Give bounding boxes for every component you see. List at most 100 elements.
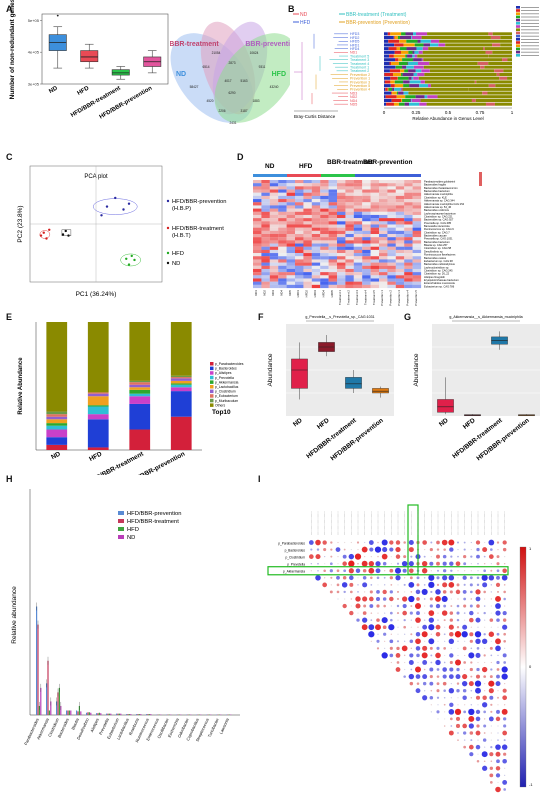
corr-circle <box>416 583 420 587</box>
heat-cell <box>328 272 338 276</box>
bar-segment <box>398 91 404 95</box>
heat-cell <box>379 211 388 216</box>
corr-circle <box>489 766 494 770</box>
group-band <box>253 174 287 177</box>
corr-circle <box>429 561 434 566</box>
group-label: ND <box>265 163 275 170</box>
corr-circle <box>410 668 413 671</box>
bar-segment <box>474 80 477 84</box>
heat-cell <box>261 278 270 282</box>
venn-count: 21054 <box>212 51 221 55</box>
corr-circle <box>475 687 481 694</box>
heat-cell <box>387 208 396 212</box>
heat-cell <box>269 192 279 196</box>
heat-cell <box>303 211 312 216</box>
heat-cell <box>379 249 388 254</box>
legend-label: HFD/BBR-prevention (H.B.P) <box>172 199 226 212</box>
bar-segment <box>408 61 418 65</box>
heat-cell <box>404 275 413 279</box>
heat-cell <box>353 253 363 257</box>
corr-circle <box>456 611 460 615</box>
corr-circle <box>503 724 507 728</box>
corr-circle <box>468 681 474 687</box>
row-label: Bacteroides uniformis <box>424 208 450 212</box>
heat-cell <box>303 234 312 238</box>
legend-label: p_Akkermansia <box>215 380 238 384</box>
heat-cell <box>379 256 388 260</box>
bar <box>96 713 98 715</box>
corr-circle <box>408 561 414 567</box>
heat-cell <box>412 256 422 260</box>
heat-cell <box>311 259 321 263</box>
heat-cell <box>269 281 279 285</box>
heat-cell <box>404 202 413 206</box>
corr-circle <box>461 680 468 687</box>
legend-swatch <box>210 398 214 403</box>
heat-cell <box>379 275 388 279</box>
corr-circle <box>464 704 466 706</box>
heat-cell <box>253 227 262 231</box>
heat-cell <box>337 199 346 203</box>
corr-circle <box>496 674 500 679</box>
heat-cell <box>311 284 321 289</box>
heat-cell <box>311 218 321 222</box>
heat-cell <box>362 183 371 187</box>
corr-circle <box>454 631 462 638</box>
corr-circle <box>495 751 501 757</box>
venn-count: 4520 <box>206 99 213 103</box>
bar-segment-others <box>507 58 512 62</box>
heat-cell <box>286 208 296 212</box>
bar <box>37 624 39 715</box>
x-tick-label: 0.25 <box>412 110 421 115</box>
corr-circle <box>362 617 368 623</box>
legend-swatch <box>210 362 214 366</box>
heat-cell <box>278 256 287 260</box>
bar-segment-others <box>503 69 512 73</box>
bar-segment <box>413 73 418 77</box>
corr-circle <box>354 553 362 560</box>
row-label: Clostridium sp. CAG:245 <box>424 268 453 272</box>
heat-cell <box>295 230 304 235</box>
corr-circle <box>470 570 472 572</box>
heat-cell <box>370 240 380 244</box>
corr-circle <box>382 597 387 601</box>
heat-cell <box>379 183 388 187</box>
corr-circle <box>424 690 426 692</box>
heat-cell <box>395 256 405 260</box>
corr-circle <box>363 604 367 608</box>
heat-cell <box>278 249 287 254</box>
heat-cell <box>395 214 405 219</box>
heat-cell <box>278 180 287 184</box>
corr-circle <box>361 624 368 631</box>
heat-cell <box>337 243 346 247</box>
heat-cell <box>320 214 329 219</box>
heat-cell <box>353 230 363 235</box>
heat-cell <box>278 237 287 241</box>
row-label: Clostridium sp. CAG:7 <box>424 230 450 234</box>
corr-circle <box>457 548 459 551</box>
heat-cell <box>303 189 312 193</box>
corr-circle <box>395 575 401 581</box>
corr-circle <box>463 739 466 741</box>
bar-segment <box>408 76 412 80</box>
bar-segment <box>420 98 472 102</box>
sample-label: Prevention 1 <box>350 77 370 81</box>
corr-circle <box>470 689 473 692</box>
box <box>111 69 130 76</box>
bar-segment-others <box>492 50 512 54</box>
heat-cell <box>303 202 312 206</box>
heat-cell <box>362 275 371 279</box>
heat-cell <box>362 224 371 228</box>
heat-cell <box>337 180 346 184</box>
corr-circle <box>483 732 486 734</box>
venn-count: 2431 <box>229 121 236 125</box>
legend-label-line: ND <box>172 261 180 267</box>
corr-circle <box>377 584 379 586</box>
heat-cell <box>353 208 363 212</box>
corr-circle <box>324 556 326 558</box>
heat-cell <box>370 253 380 257</box>
heat-cell <box>387 268 396 273</box>
bar <box>47 660 49 715</box>
heat-cell <box>311 234 321 238</box>
bar <box>67 710 69 715</box>
